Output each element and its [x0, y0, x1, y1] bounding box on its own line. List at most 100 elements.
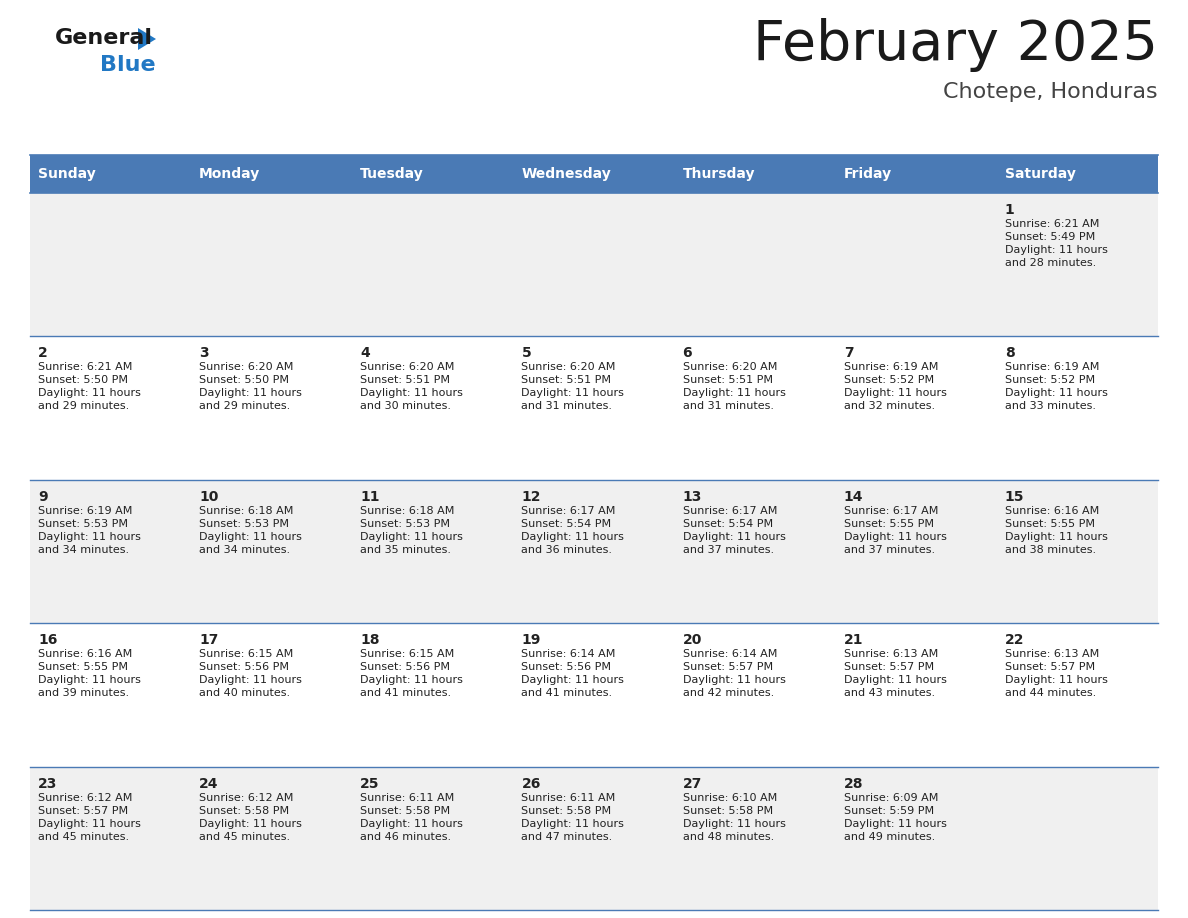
- Bar: [30, 193, 191, 336]
- Text: and 45 minutes.: and 45 minutes.: [38, 832, 129, 842]
- Text: Daylight: 11 hours: Daylight: 11 hours: [683, 676, 785, 685]
- Text: Sunrise: 6:18 AM: Sunrise: 6:18 AM: [200, 506, 293, 516]
- Bar: [997, 155, 1158, 193]
- Text: and 30 minutes.: and 30 minutes.: [360, 401, 451, 411]
- Text: Sunrise: 6:21 AM: Sunrise: 6:21 AM: [1005, 219, 1099, 229]
- Text: 3: 3: [200, 346, 209, 361]
- Text: 2: 2: [38, 346, 48, 361]
- Text: 14: 14: [843, 490, 864, 504]
- Bar: [675, 623, 835, 767]
- Text: 16: 16: [38, 633, 57, 647]
- Bar: [513, 155, 675, 193]
- Text: and 34 minutes.: and 34 minutes.: [38, 544, 129, 554]
- Text: Sunrise: 6:19 AM: Sunrise: 6:19 AM: [38, 506, 132, 516]
- Text: Daylight: 11 hours: Daylight: 11 hours: [522, 532, 625, 542]
- Text: Daylight: 11 hours: Daylight: 11 hours: [522, 819, 625, 829]
- Bar: [997, 193, 1158, 336]
- Text: Sunrise: 6:11 AM: Sunrise: 6:11 AM: [522, 792, 615, 802]
- Text: 12: 12: [522, 490, 541, 504]
- Text: Sunrise: 6:13 AM: Sunrise: 6:13 AM: [1005, 649, 1099, 659]
- Text: Sunrise: 6:16 AM: Sunrise: 6:16 AM: [38, 649, 132, 659]
- Bar: [353, 155, 513, 193]
- Text: Sunset: 5:56 PM: Sunset: 5:56 PM: [522, 662, 612, 672]
- Text: and 41 minutes.: and 41 minutes.: [360, 688, 451, 699]
- Text: 7: 7: [843, 346, 853, 361]
- Text: Daylight: 11 hours: Daylight: 11 hours: [360, 388, 463, 398]
- Bar: [513, 623, 675, 767]
- Text: Sunrise: 6:18 AM: Sunrise: 6:18 AM: [360, 506, 455, 516]
- Text: Sunrise: 6:12 AM: Sunrise: 6:12 AM: [38, 792, 132, 802]
- Bar: [191, 336, 353, 480]
- Bar: [30, 623, 191, 767]
- Text: and 31 minutes.: and 31 minutes.: [683, 401, 773, 411]
- Text: Sunrise: 6:16 AM: Sunrise: 6:16 AM: [1005, 506, 1099, 516]
- Bar: [675, 480, 835, 623]
- Text: Thursday: Thursday: [683, 167, 756, 181]
- Bar: [997, 623, 1158, 767]
- Text: Sunset: 5:58 PM: Sunset: 5:58 PM: [522, 806, 612, 815]
- Text: and 48 minutes.: and 48 minutes.: [683, 832, 773, 842]
- Bar: [353, 767, 513, 910]
- Text: Daylight: 11 hours: Daylight: 11 hours: [1005, 245, 1107, 255]
- Text: Sunset: 5:51 PM: Sunset: 5:51 PM: [683, 375, 772, 386]
- Bar: [835, 767, 997, 910]
- Text: Sunrise: 6:15 AM: Sunrise: 6:15 AM: [200, 649, 293, 659]
- Text: and 44 minutes.: and 44 minutes.: [1005, 688, 1097, 699]
- Text: 24: 24: [200, 777, 219, 790]
- Polygon shape: [138, 28, 156, 50]
- Text: 1: 1: [1005, 203, 1015, 217]
- Text: Sunset: 5:58 PM: Sunset: 5:58 PM: [683, 806, 772, 815]
- Text: and 34 minutes.: and 34 minutes.: [200, 544, 290, 554]
- Bar: [191, 155, 353, 193]
- Text: Sunset: 5:53 PM: Sunset: 5:53 PM: [38, 519, 128, 529]
- Bar: [30, 336, 191, 480]
- Text: and 29 minutes.: and 29 minutes.: [38, 401, 129, 411]
- Text: Blue: Blue: [100, 55, 156, 75]
- Text: 22: 22: [1005, 633, 1024, 647]
- Text: and 32 minutes.: and 32 minutes.: [843, 401, 935, 411]
- Text: Daylight: 11 hours: Daylight: 11 hours: [360, 676, 463, 685]
- Text: Sunset: 5:50 PM: Sunset: 5:50 PM: [38, 375, 128, 386]
- Text: 28: 28: [843, 777, 864, 790]
- Bar: [835, 155, 997, 193]
- Text: Friday: Friday: [843, 167, 892, 181]
- Text: Sunset: 5:58 PM: Sunset: 5:58 PM: [360, 806, 450, 815]
- Text: 20: 20: [683, 633, 702, 647]
- Bar: [997, 767, 1158, 910]
- Text: Sunset: 5:52 PM: Sunset: 5:52 PM: [843, 375, 934, 386]
- Text: 10: 10: [200, 490, 219, 504]
- Bar: [835, 623, 997, 767]
- Bar: [353, 193, 513, 336]
- Bar: [191, 480, 353, 623]
- Text: Sunset: 5:58 PM: Sunset: 5:58 PM: [200, 806, 289, 815]
- Text: Sunset: 5:56 PM: Sunset: 5:56 PM: [360, 662, 450, 672]
- Text: and 36 minutes.: and 36 minutes.: [522, 544, 613, 554]
- Text: Daylight: 11 hours: Daylight: 11 hours: [522, 676, 625, 685]
- Bar: [675, 193, 835, 336]
- Text: Daylight: 11 hours: Daylight: 11 hours: [1005, 532, 1107, 542]
- Bar: [513, 480, 675, 623]
- Text: Daylight: 11 hours: Daylight: 11 hours: [38, 819, 141, 829]
- Text: Sunset: 5:57 PM: Sunset: 5:57 PM: [843, 662, 934, 672]
- Text: Sunrise: 6:14 AM: Sunrise: 6:14 AM: [683, 649, 777, 659]
- Text: 15: 15: [1005, 490, 1024, 504]
- Text: Sunset: 5:55 PM: Sunset: 5:55 PM: [843, 519, 934, 529]
- Text: 23: 23: [38, 777, 57, 790]
- Text: Chotepe, Honduras: Chotepe, Honduras: [943, 82, 1158, 102]
- Bar: [191, 623, 353, 767]
- Text: 6: 6: [683, 346, 693, 361]
- Text: Sunrise: 6:17 AM: Sunrise: 6:17 AM: [683, 506, 777, 516]
- Bar: [191, 767, 353, 910]
- Text: 27: 27: [683, 777, 702, 790]
- Bar: [675, 336, 835, 480]
- Text: 8: 8: [1005, 346, 1015, 361]
- Bar: [835, 480, 997, 623]
- Bar: [675, 155, 835, 193]
- Text: 25: 25: [360, 777, 380, 790]
- Text: 4: 4: [360, 346, 369, 361]
- Text: Daylight: 11 hours: Daylight: 11 hours: [200, 532, 302, 542]
- Text: 13: 13: [683, 490, 702, 504]
- Bar: [997, 480, 1158, 623]
- Text: Daylight: 11 hours: Daylight: 11 hours: [683, 819, 785, 829]
- Text: and 40 minutes.: and 40 minutes.: [200, 688, 290, 699]
